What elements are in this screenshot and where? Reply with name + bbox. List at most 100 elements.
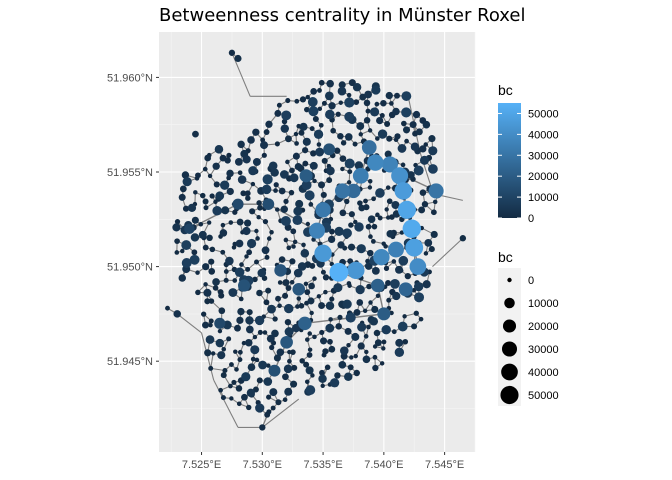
network-node: [354, 222, 364, 232]
network-node: [257, 329, 263, 335]
network-node: [389, 101, 394, 106]
network-node: [355, 284, 365, 295]
network-node: [237, 175, 247, 184]
x-tick-label: 7.525°E: [182, 459, 221, 471]
network-node: [323, 289, 328, 295]
network-node: [404, 138, 409, 144]
network-node: [234, 54, 242, 63]
y-tick-label: 51.950°N: [107, 262, 153, 274]
network-node: [394, 133, 401, 140]
network-node: [178, 274, 186, 282]
network-node: [209, 246, 216, 253]
network-node: [305, 366, 314, 375]
network-node: [328, 317, 333, 322]
network-node: [305, 221, 311, 227]
network-node: [381, 346, 386, 351]
network-node: [277, 280, 283, 285]
network-node: [374, 101, 380, 107]
network-node: [181, 258, 192, 268]
network-node: [386, 135, 393, 142]
network-node: [377, 307, 391, 321]
network-node: [362, 355, 371, 364]
network-node: [284, 318, 292, 326]
network-node: [391, 200, 400, 210]
network-node: [301, 180, 312, 190]
network-node: [316, 142, 322, 147]
network-node: [335, 111, 341, 117]
network-node: [232, 278, 238, 283]
axis-ticks: 7.525°E 7.530°E 7.535°E 7.540°E 7.545°E 51.94…: [107, 72, 464, 471]
network-node: [212, 285, 219, 291]
network-node: [344, 111, 355, 122]
network-node: [240, 190, 247, 197]
network-node: [203, 282, 208, 287]
color-legend-label: 10000: [528, 192, 559, 204]
network-node: [418, 206, 426, 214]
network-node: [344, 133, 353, 141]
network-node: [286, 245, 292, 251]
color-legend-label: 0: [528, 213, 534, 225]
network-node: [394, 182, 413, 200]
network-node: [344, 198, 350, 205]
network-node: [250, 345, 260, 355]
network-node: [275, 207, 280, 212]
network-node: [266, 394, 272, 400]
network-node: [320, 191, 327, 199]
network-node: [414, 292, 425, 303]
network-node: [198, 230, 207, 239]
network-node: [180, 248, 185, 254]
network-node: [334, 372, 341, 379]
network-node: [215, 191, 225, 201]
network-node: [409, 121, 417, 129]
network-node: [372, 354, 378, 360]
main-road-edge: [304, 313, 384, 325]
network-node: [305, 337, 310, 342]
network-node: [181, 171, 190, 179]
network-node: [254, 228, 259, 234]
network-node: [317, 88, 322, 93]
network-node: [398, 255, 409, 266]
network-node: [430, 209, 437, 216]
network-node: [339, 155, 347, 162]
network-node: [246, 404, 252, 411]
network-node: [221, 346, 227, 352]
network-node: [280, 335, 293, 349]
network-node: [432, 199, 438, 205]
network-node: [339, 346, 349, 355]
network-node: [365, 108, 371, 114]
network-node: [402, 126, 411, 134]
network-node: [265, 120, 273, 128]
network-node: [424, 239, 433, 247]
network-node: [244, 190, 251, 197]
network-node: [322, 274, 330, 281]
network-node: [334, 226, 344, 236]
network-node: [381, 156, 398, 173]
network-node: [220, 372, 227, 379]
size-legend-title: bc: [498, 249, 513, 265]
x-tick-label: 7.535°E: [303, 459, 342, 471]
network-node: [191, 216, 199, 224]
network-node: [375, 188, 385, 198]
network-node: [281, 110, 292, 121]
network-node: [405, 238, 424, 257]
network-node: [409, 258, 427, 275]
network-node: [254, 259, 259, 265]
network-node: [400, 162, 406, 168]
network-node: [335, 323, 342, 330]
network-node: [318, 122, 324, 128]
network-node: [283, 198, 289, 204]
network-node: [264, 411, 271, 418]
network-node: [413, 310, 419, 316]
network-node: [261, 246, 270, 255]
network-node: [320, 383, 325, 388]
network-node: [423, 142, 429, 147]
network-node: [181, 240, 192, 251]
network-node: [228, 220, 234, 225]
network-node: [290, 228, 297, 235]
network-node: [212, 206, 222, 216]
network-node: [346, 92, 352, 98]
network-node: [314, 244, 332, 263]
network-node: [293, 268, 303, 278]
network-node: [339, 209, 347, 217]
network-node: [229, 362, 234, 367]
